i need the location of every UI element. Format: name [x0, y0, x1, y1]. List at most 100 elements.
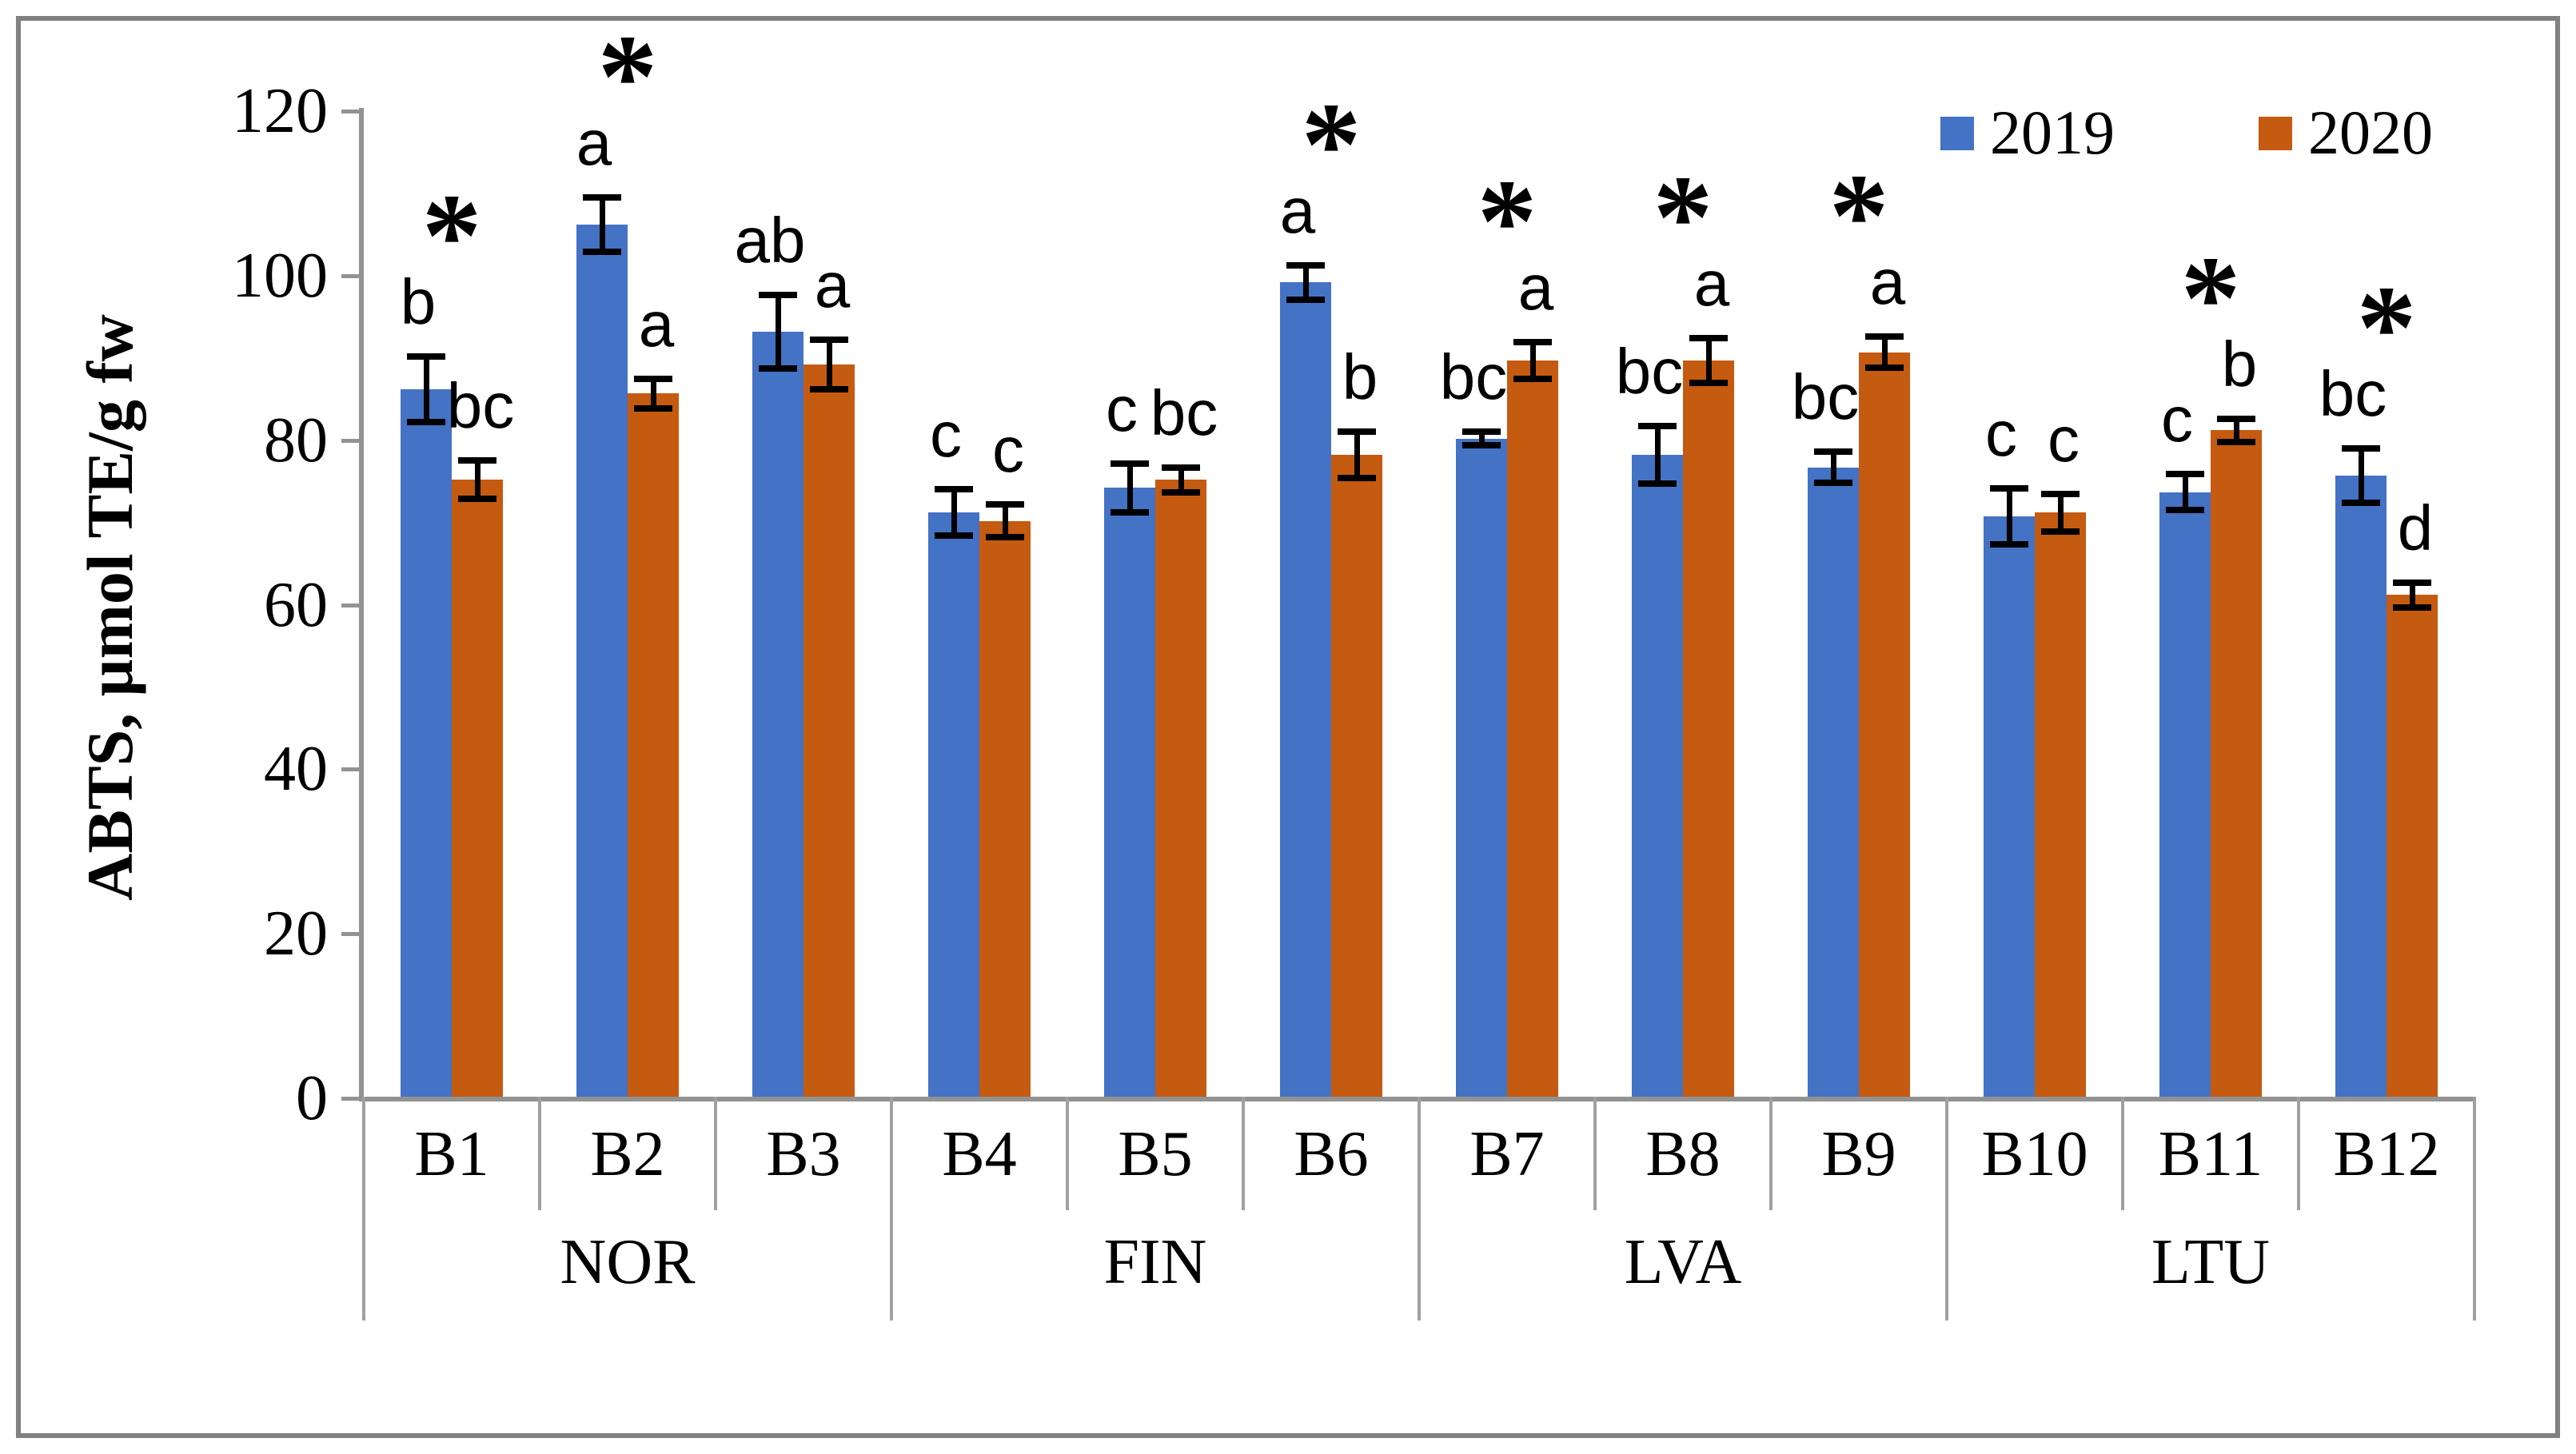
error-bar-2019-B10: [2006, 488, 2012, 545]
category-label-B10: B10: [1981, 1119, 2088, 1189]
category-label-B11: B11: [2158, 1119, 2263, 1189]
category-label-B5: B5: [1118, 1119, 1193, 1189]
bar-2020-B2: [628, 393, 679, 1097]
error-cap-bottom-2019-B4: [935, 532, 973, 540]
error-bar-2020-B3: [826, 340, 832, 389]
error-cap-bottom-2019-B7: [1462, 441, 1501, 448]
bar-2019-B9: [1808, 467, 1859, 1097]
bar-2020-B5: [1155, 480, 1206, 1097]
letter-2019-B7: bc: [1439, 341, 1508, 413]
error-cap-top-2019-B1: [407, 353, 445, 360]
error-cap-bottom-2019-B2: [583, 249, 621, 256]
bar-2020-B1: [452, 480, 503, 1097]
error-cap-bottom-2019-B10: [1990, 541, 2028, 548]
category-separator: [1066, 1097, 1069, 1210]
error-cap-top-2020-B2: [634, 375, 672, 382]
error-cap-bottom-2020-B8: [1689, 379, 1728, 386]
bar-2020-B3: [804, 364, 855, 1097]
error-cap-bottom-2020-B10: [2041, 528, 2080, 535]
error-bar-2019-B1: [423, 356, 429, 423]
significance-asterisk-B7: *: [1477, 155, 1537, 289]
error-bar-2019-B2: [599, 197, 605, 253]
significance-asterisk-B11: *: [2180, 231, 2241, 364]
significance-asterisk-B12: *: [2356, 261, 2417, 395]
y-tick-label-100: 100: [232, 241, 328, 311]
error-cap-bottom-2019-B8: [1638, 480, 1677, 488]
error-bar-2020-B8: [1705, 338, 1712, 383]
bar-2019-B11: [2159, 492, 2211, 1097]
error-cap-bottom-2020-B1: [458, 495, 496, 502]
letter-2020-B3: a: [814, 249, 851, 321]
error-cap-top-2020-B4: [986, 501, 1024, 508]
letter-2020-B12: d: [2397, 492, 2434, 564]
error-cap-top-2020-B12: [2393, 579, 2431, 586]
bar-2020-B7: [1507, 360, 1558, 1097]
letter-2020-B6: b: [1342, 341, 1378, 413]
group-label-LTU: LTU: [2151, 1227, 2271, 1297]
error-cap-bottom-2020-B11: [2217, 438, 2255, 445]
error-cap-bottom-2020-B12: [2393, 604, 2431, 611]
category-label-B6: B6: [1294, 1119, 1369, 1189]
error-cap-top-2019-B5: [1111, 460, 1149, 467]
significance-asterisk-B9: *: [1828, 149, 1889, 283]
error-cap-bottom-2020-B2: [634, 404, 672, 412]
bar-2020-B6: [1331, 455, 1382, 1097]
error-bar-2020-B2: [650, 378, 656, 408]
group-separator: [2473, 1097, 2476, 1321]
error-cap-top-2019-B2: [583, 194, 621, 201]
letter-2020-B8: a: [1693, 248, 1730, 320]
bar-2019-B1: [401, 388, 452, 1097]
bar-2020-B8: [1683, 360, 1734, 1097]
y-tick-label-80: 80: [264, 405, 328, 476]
letter-2020-B9: a: [1869, 246, 1906, 318]
y-axis-tick: [341, 439, 364, 443]
error-cap-top-2020-B6: [1338, 428, 1376, 436]
group-label-NOR: NOR: [560, 1227, 696, 1297]
error-bar-2019-B12: [2358, 448, 2364, 503]
significance-asterisk-B6: *: [1301, 78, 1362, 211]
error-cap-top-2019-B3: [759, 291, 797, 298]
error-cap-bottom-2020-B4: [986, 534, 1024, 541]
letter-2019-B1: b: [400, 265, 437, 337]
bar-2020-B10: [2035, 512, 2086, 1097]
bar-2019-B12: [2335, 475, 2387, 1097]
bar-2020-B4: [979, 520, 1031, 1097]
error-bar-2020-B12: [2409, 582, 2415, 607]
y-axis-tick: [341, 1097, 364, 1101]
letter-2020-B2: a: [638, 288, 675, 360]
error-cap-top-2020-B3: [810, 337, 848, 344]
category-separator: [714, 1097, 717, 1210]
category-label-B8: B8: [1645, 1119, 1721, 1189]
letter-2019-B6: a: [1279, 174, 1316, 246]
error-bar-2020-B10: [2057, 493, 2064, 532]
category-separator: [2121, 1097, 2124, 1210]
letter-2020-B7: a: [1517, 252, 1554, 324]
bar-2019-B6: [1280, 282, 1331, 1097]
category-label-B2: B2: [590, 1119, 665, 1189]
error-bar-2020-B1: [474, 460, 481, 499]
error-cap-bottom-2019-B1: [407, 419, 445, 426]
error-cap-top-2020-B1: [458, 457, 496, 464]
legend-swatch-2019: [1940, 117, 1974, 150]
error-cap-bottom-2019-B11: [2166, 507, 2204, 514]
y-tick-label-120: 120: [232, 76, 328, 146]
error-bar-2019-B11: [2182, 473, 2188, 511]
legend-swatch-2020: [2259, 117, 2292, 150]
error-cap-bottom-2019-B9: [1814, 480, 1852, 487]
error-cap-bottom-2019-B3: [759, 365, 797, 372]
error-cap-top-2019-B7: [1462, 428, 1501, 436]
bar-2019-B3: [752, 331, 804, 1097]
error-cap-top-2019-B4: [935, 486, 973, 493]
bar-2019-B8: [1632, 455, 1683, 1097]
group-label-LVA: LVA: [1624, 1227, 1742, 1297]
x-axis-line: [359, 1097, 2474, 1101]
bar-2019-B4: [928, 512, 979, 1097]
letter-2019-B9: bc: [1791, 361, 1860, 433]
significance-asterisk-B1: *: [421, 169, 482, 302]
letter-2019-B2: a: [576, 107, 612, 179]
y-tick-label-0: 0: [296, 1063, 328, 1133]
group-separator: [1418, 1097, 1421, 1321]
error-cap-top-2019-B9: [1814, 448, 1852, 456]
legend: 2019 2020: [1940, 99, 2433, 166]
